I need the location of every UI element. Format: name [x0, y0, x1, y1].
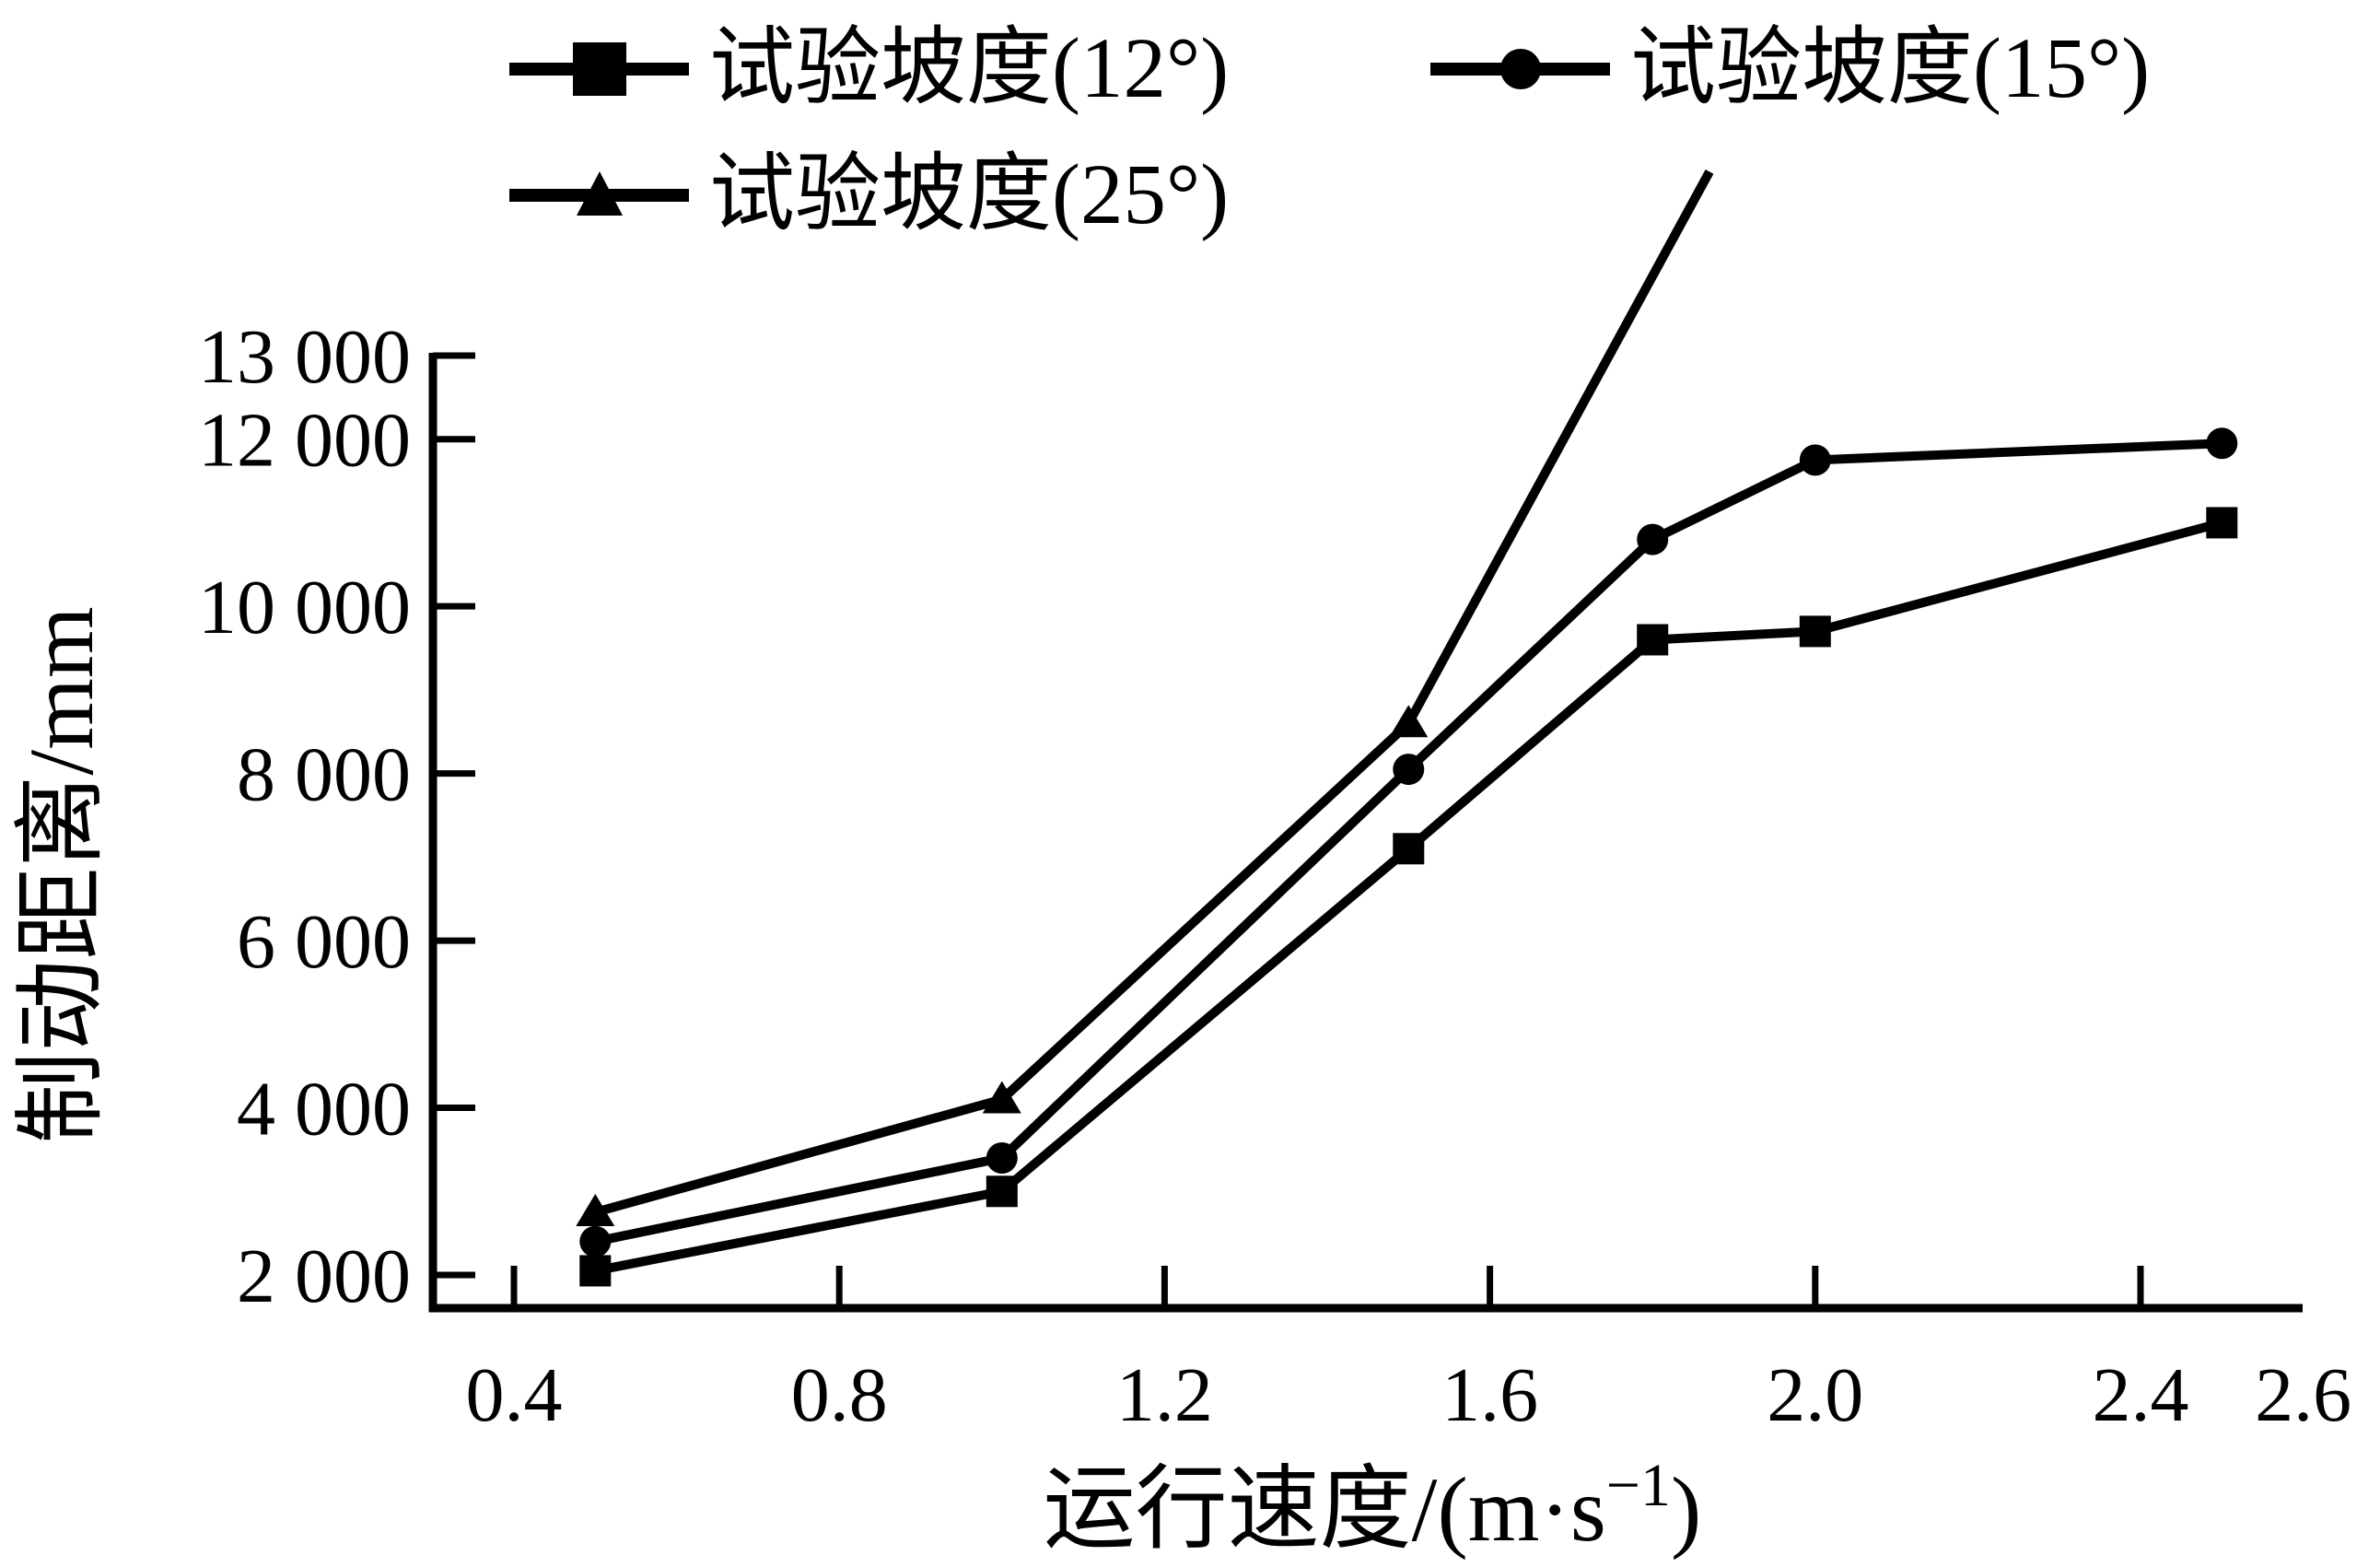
circle-data-marker — [986, 1141, 1018, 1174]
triangle-data-marker — [576, 1193, 615, 1226]
circle-data-marker — [2206, 427, 2238, 460]
circle-data-marker — [579, 1225, 612, 1257]
x-tick-label: 2.0 — [1767, 1352, 1863, 1438]
x-axis-ticks: 0.4 0.8 1.2 1.6 2.0 2.4 2.6 — [466, 1266, 2351, 1438]
y-tick-label: 2 000 — [237, 1234, 411, 1319]
legend-item-slope-12: 试验坡度(12°) — [509, 5, 1229, 134]
y-tick-label: 10 000 — [198, 565, 411, 650]
y-tick-label: 4 000 — [237, 1067, 411, 1152]
series-triangle — [576, 170, 1714, 1226]
square-marker-icon — [509, 5, 689, 134]
series-line — [594, 439, 2222, 1246]
x-tick-label: 1.6 — [1441, 1352, 1538, 1438]
y-tick-label: 12 000 — [198, 398, 411, 484]
triangle-glyph — [576, 171, 623, 216]
x-tick-label: 2.6 — [2255, 1352, 2351, 1438]
legend-label-slope-25: 试验坡度(25°) — [709, 147, 1230, 242]
y-axis-label: 制动距离/mm — [10, 606, 112, 1143]
legend-item-slope-15: 试验坡度(15°) — [1430, 5, 2150, 134]
circle-data-marker — [1799, 444, 1831, 476]
square-data-marker — [1393, 833, 1425, 865]
square-data-marker — [1799, 615, 1831, 648]
triangle-data-marker — [1389, 705, 1429, 738]
square-data-marker — [579, 1255, 612, 1287]
circle-data-marker — [1637, 523, 1669, 555]
x-tick-label: 0.4 — [466, 1352, 563, 1438]
triangle-data-marker — [982, 1081, 1021, 1114]
square-data-marker — [2206, 507, 2238, 539]
circle-glyph — [1499, 49, 1541, 89]
x-tick-label: 0.8 — [791, 1352, 888, 1438]
square-data-marker — [1637, 624, 1669, 656]
circle-marker-icon — [1430, 5, 1610, 134]
legend: 试验坡度(12°) 试验坡度(15°) 试验坡度(25°) — [0, 0, 2380, 267]
legend-label-slope-12: 试验坡度(12°) — [709, 21, 1230, 116]
y-tick-label: 8 000 — [237, 732, 411, 818]
square-data-marker — [986, 1175, 1018, 1208]
legend-item-slope-25: 试验坡度(25°) — [509, 131, 1229, 260]
y-tick-label: 6 000 — [237, 899, 411, 985]
series-line — [594, 518, 2223, 1276]
x-tick-label: 1.2 — [1116, 1352, 1213, 1438]
x-axis-label: 运行速度/(m·s−1) — [1044, 1452, 1702, 1561]
series-square — [579, 507, 2238, 1287]
square-glyph — [572, 42, 626, 96]
axis-lines — [428, 353, 2303, 1313]
y-tick-label: 13 000 — [198, 314, 411, 400]
x-tick-label: 2.4 — [2093, 1352, 2189, 1438]
circle-data-marker — [1393, 754, 1425, 786]
series-line — [593, 170, 1714, 1217]
legend-label-slope-15: 试验坡度(15°) — [1630, 21, 2151, 116]
series-circle — [579, 427, 2238, 1257]
triangle-marker-icon — [509, 131, 689, 260]
